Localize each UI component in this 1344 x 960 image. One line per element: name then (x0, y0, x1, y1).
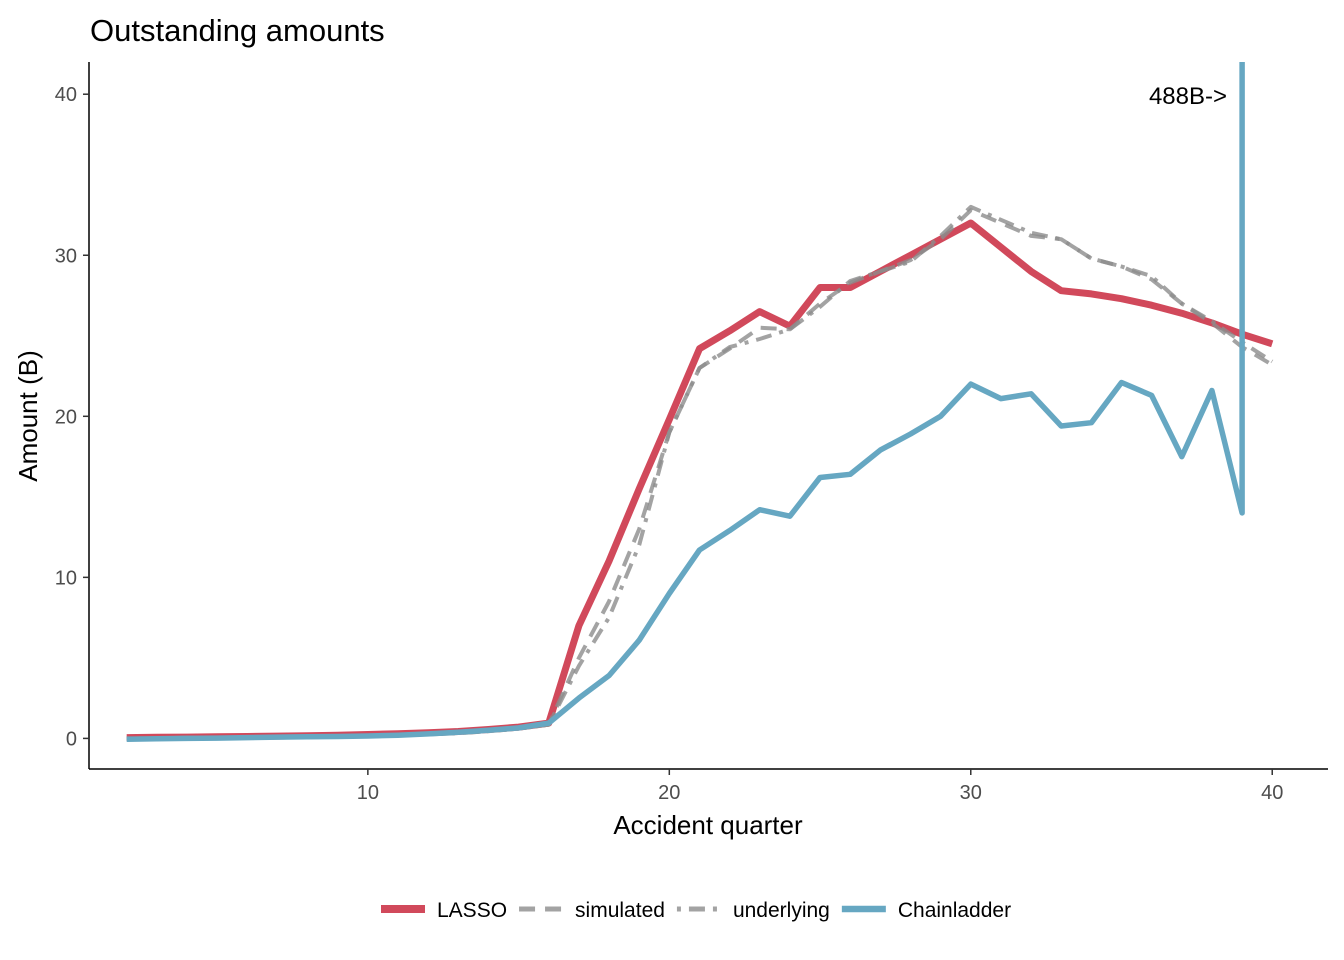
plot-lines (126, 62, 1274, 742)
y-axis-ticks: 0 10 20 30 40 (55, 84, 89, 750)
series-line-chainladder (126, 62, 1245, 742)
y-axis-title: Amount (B) (13, 350, 43, 482)
x-tick-label: 10 (357, 782, 379, 804)
series-line-simulated (126, 208, 1274, 741)
series-line-lasso (126, 219, 1274, 742)
annotation-488b: 488B-> (1149, 83, 1227, 110)
legend-label-underlying: underlying (733, 899, 830, 922)
y-tick-label: 20 (55, 406, 77, 428)
legend-label-chainladder: Chainladder (898, 899, 1011, 922)
legend-label-simulated: simulated (575, 899, 665, 922)
series-line-underlying (126, 204, 1274, 741)
y-tick-label: 10 (55, 567, 77, 589)
x-tick-label: 30 (960, 782, 982, 804)
y-tick-label: 0 (66, 728, 77, 750)
chart-title: Outstanding amounts (90, 13, 385, 48)
legend-label-lasso: LASSO (437, 899, 507, 922)
y-tick-label: 40 (55, 84, 77, 106)
legend: LASSO simulated underlying Chainladder (381, 899, 1011, 922)
x-axis-ticks: 10 20 30 40 (357, 769, 1283, 804)
x-axis-title: Accident quarter (613, 810, 803, 840)
x-tick-label: 40 (1261, 782, 1283, 804)
y-tick-label: 30 (55, 245, 77, 267)
x-tick-label: 20 (658, 782, 680, 804)
